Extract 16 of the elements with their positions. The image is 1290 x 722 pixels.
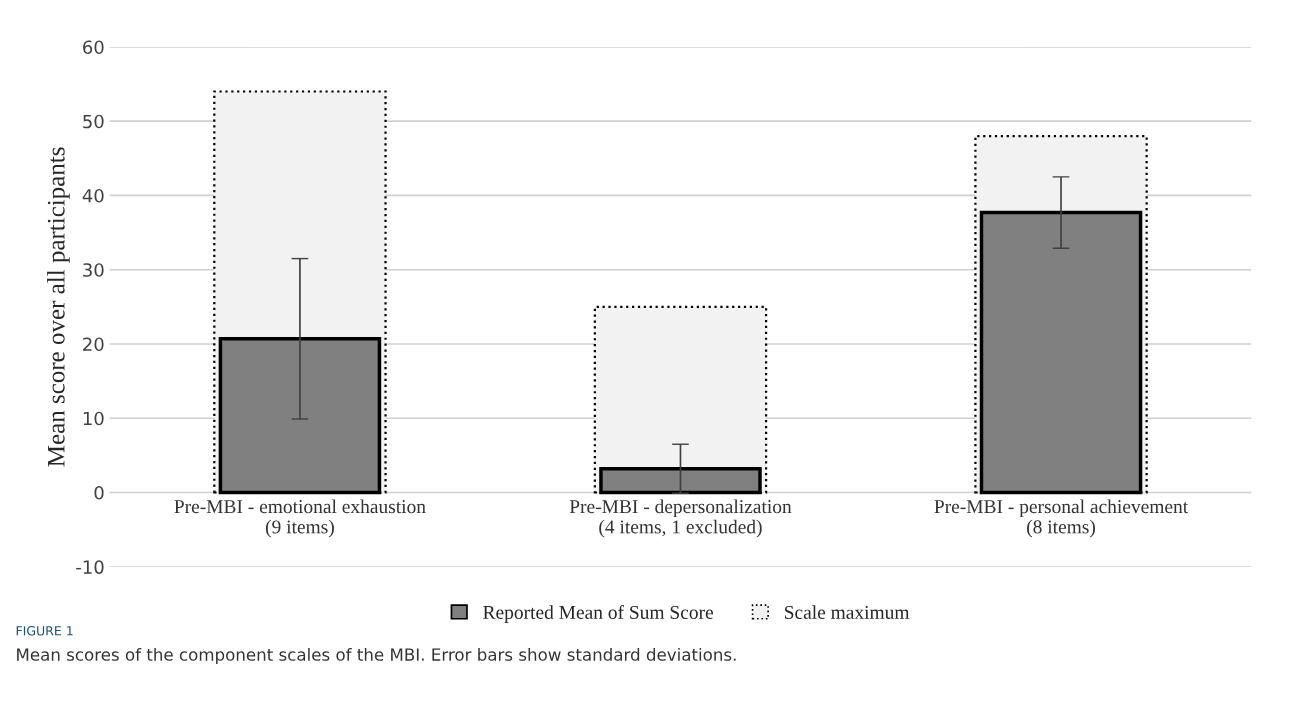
y-tick-label: -10 <box>76 560 104 574</box>
y-tick-label: 0 <box>94 485 104 500</box>
y-tick-label: 60 <box>83 40 104 55</box>
y-tick-label: 20 <box>83 337 104 352</box>
x-tick-label: Pre-MBI - emotional exhaustion (9 items) <box>174 499 426 538</box>
x-tick-label: Pre-MBI - depersonalization (4 items, 1 excluded) <box>569 499 792 538</box>
text: Mean scores of the component scales of the MBI. Error bars show standard deviations. <box>17 647 736 665</box>
y-axis-title: Mean score over all participants <box>47 147 70 467</box>
y-tick-label: 40 <box>82 188 104 203</box>
y-tick-label: 30 <box>83 263 104 277</box>
y-tick-label: 10 <box>83 411 104 426</box>
x-tick-label: Pre-MBI - personal achievement (8 items) <box>934 499 1189 538</box>
caption: FIGURE 1 <box>16 626 73 636</box>
y-tick-label: 50 <box>83 114 104 129</box>
legend-label: Reported Mean of Sum Score <box>483 605 714 623</box>
legend-label: Scale maximum <box>784 605 910 619</box>
